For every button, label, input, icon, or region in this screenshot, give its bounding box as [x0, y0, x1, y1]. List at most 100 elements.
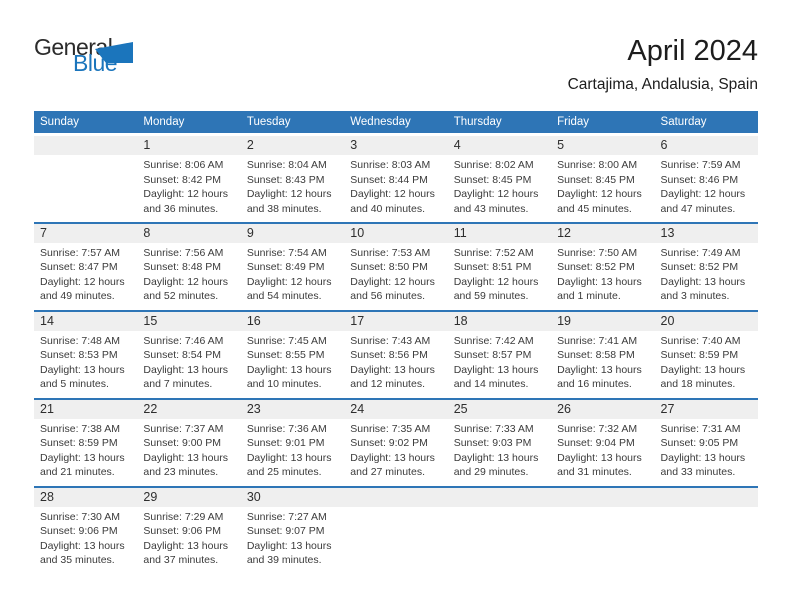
daylight-text: Daylight: 13 hours — [660, 451, 746, 464]
day-number: 24 — [344, 399, 448, 419]
daylight-text-cont: and 18 minutes. — [660, 378, 736, 391]
daylight-text: Daylight: 13 hours — [557, 363, 642, 376]
daylight-text: Daylight: 12 hours — [350, 275, 435, 288]
day-cell: 23 Sunrise: 7:36 AM Sunset: 9:01 PM Dayligh… — [240, 397, 345, 487]
daylight-text-cont: and 5 minutes. — [40, 378, 109, 391]
sunrise-text: Sunrise: 7:30 AM — [40, 510, 120, 523]
day-details: Sunrise: 7:52 AM Sunset: 8:51 PM Daylight:… — [448, 243, 551, 304]
day-number: 29 — [137, 487, 241, 507]
day-details: Sunrise: 7:54 AM Sunset: 8:49 PM Daylight:… — [241, 243, 344, 304]
week-row: 7 Sunrise: 7:57 AM Sunset: 8:47 PM Daylight… — [34, 221, 758, 311]
daylight-text: Daylight: 12 hours — [246, 275, 332, 288]
day-number: 18 — [447, 311, 552, 331]
sunset-text: Sunset: 8:53 PM — [40, 349, 118, 362]
daylight-text: Daylight: 13 hours — [40, 539, 125, 552]
sunset-text: Sunset: 9:02 PM — [350, 437, 428, 450]
day-number: 15 — [137, 311, 241, 331]
empty-day-cell — [447, 485, 552, 575]
daylight-text: Daylight: 12 hours — [660, 188, 746, 201]
day-cell: 21 Sunrise: 7:38 AM Sunset: 8:59 PM Dayligh… — [34, 397, 138, 487]
daylight-text-cont: and 25 minutes. — [246, 466, 322, 479]
daylight-text: Daylight: 12 hours — [350, 188, 435, 201]
daylight-text: Daylight: 12 hours — [557, 188, 642, 201]
daylight-text-cont: and 10 minutes. — [246, 378, 322, 391]
day-cell: 15 Sunrise: 7:46 AM Sunset: 8:54 PM Dayligh… — [137, 309, 241, 399]
day-cell: 14 Sunrise: 7:48 AM Sunset: 8:53 PM Dayligh… — [34, 309, 138, 399]
day-number: 3 — [344, 136, 448, 155]
day-cell: 19 Sunrise: 7:41 AM Sunset: 8:58 PM Dayligh… — [551, 309, 655, 399]
daylight-text: Daylight: 13 hours — [660, 363, 746, 376]
sunset-text: Sunset: 8:55 PM — [246, 349, 325, 362]
day-number — [34, 136, 138, 155]
day-details: Sunrise: 7:27 AM Sunset: 9:07 PM Daylight:… — [241, 507, 344, 568]
day-cell: 10 Sunrise: 7:53 AM Sunset: 8:50 PM Dayligh… — [344, 221, 448, 311]
day-number: 12 — [551, 223, 655, 243]
daylight-text-cont: and 29 minutes. — [453, 466, 529, 479]
day-number: 7 — [34, 223, 138, 243]
sunset-text: Sunset: 9:04 PM — [557, 437, 635, 450]
day-details: Sunrise: 7:46 AM Sunset: 8:54 PM Daylight:… — [137, 331, 240, 392]
day-number: 10 — [344, 223, 448, 243]
sunset-text: Sunset: 8:52 PM — [557, 261, 635, 274]
daylight-text-cont: and 35 minutes. — [40, 554, 115, 567]
sunset-text: Sunset: 8:58 PM — [557, 349, 635, 362]
sunset-text: Sunset: 8:43 PM — [246, 173, 325, 186]
general-blue-logo: General Blue — [34, 36, 174, 75]
daylight-text: Daylight: 13 hours — [246, 539, 332, 552]
sunrise-text: Sunrise: 7:31 AM — [660, 422, 741, 435]
day-cell: 28 Sunrise: 7:30 AM Sunset: 9:06 PM Dayligh… — [34, 485, 138, 575]
sunset-text: Sunset: 9:01 PM — [246, 437, 325, 450]
sunset-text: Sunset: 8:42 PM — [143, 173, 222, 186]
day-cell: 24 Sunrise: 7:35 AM Sunset: 9:02 PM Dayligh… — [344, 397, 448, 487]
daylight-text-cont: and 21 minutes. — [40, 466, 115, 479]
day-details: Sunrise: 8:02 AM Sunset: 8:45 PM Daylight:… — [448, 155, 551, 216]
sunrise-text: Sunrise: 7:49 AM — [660, 246, 741, 259]
day-details: Sunrise: 7:45 AM Sunset: 8:55 PM Daylight:… — [241, 331, 344, 392]
sunrise-text: Sunrise: 7:56 AM — [143, 246, 224, 259]
day-number: 6 — [654, 136, 758, 155]
sunrise-text: Sunrise: 7:40 AM — [660, 334, 741, 347]
day-number: 5 — [551, 136, 655, 155]
daylight-text-cont: and 31 minutes. — [557, 466, 632, 479]
sunrise-text: Sunrise: 7:33 AM — [453, 422, 534, 435]
day-cell: 11 Sunrise: 7:52 AM Sunset: 8:51 PM Dayligh… — [447, 221, 552, 311]
sunset-text: Sunset: 8:57 PM — [453, 349, 532, 362]
sunset-text: Sunset: 8:45 PM — [453, 173, 532, 186]
day-number: 25 — [447, 399, 552, 419]
day-details: Sunrise: 7:29 AM Sunset: 9:06 PM Daylight:… — [137, 507, 240, 568]
daylight-text: Daylight: 13 hours — [40, 363, 125, 376]
sunset-text: Sunset: 8:51 PM — [453, 261, 532, 274]
day-details: Sunrise: 7:35 AM Sunset: 9:02 PM Daylight:… — [344, 419, 447, 480]
day-details: Sunrise: 7:37 AM Sunset: 9:00 PM Daylight:… — [137, 419, 240, 480]
weekday-header-wednesday: Wednesday — [344, 111, 448, 135]
daylight-text-cont: and 3 minutes. — [660, 290, 730, 303]
daylight-text-cont: and 40 minutes. — [350, 202, 425, 215]
daylight-text: Daylight: 13 hours — [350, 363, 435, 376]
day-number — [447, 487, 552, 507]
sunset-text: Sunset: 8:56 PM — [350, 349, 428, 362]
day-cell: 30 Sunrise: 7:27 AM Sunset: 9:07 PM Dayligh… — [240, 485, 345, 575]
day-details: Sunrise: 7:59 AM Sunset: 8:46 PM Daylight:… — [655, 155, 758, 216]
day-number: 16 — [240, 311, 345, 331]
empty-day-cell — [344, 485, 448, 575]
day-number: 13 — [654, 223, 758, 243]
daylight-text: Daylight: 13 hours — [40, 451, 125, 464]
sunrise-text: Sunrise: 7:35 AM — [350, 422, 431, 435]
sunrise-text: Sunrise: 7:32 AM — [557, 422, 638, 435]
sunset-text: Sunset: 8:45 PM — [557, 173, 635, 186]
calendar-body: 1 Sunrise: 8:06 AM Sunset: 8:42 PM Daylight… — [34, 133, 758, 575]
sunrise-text: Sunrise: 7:54 AM — [246, 246, 327, 259]
daylight-text: Daylight: 13 hours — [246, 451, 332, 464]
daylight-text-cont: and 52 minutes. — [143, 290, 219, 303]
sunrise-text: Sunrise: 8:06 AM — [143, 159, 224, 171]
sunrise-text: Sunrise: 7:46 AM — [143, 334, 224, 347]
sunset-text: Sunset: 8:48 PM — [143, 261, 222, 274]
day-cell: 13 Sunrise: 7:49 AM Sunset: 8:52 PM Dayligh… — [654, 221, 758, 311]
sunrise-text: Sunrise: 7:43 AM — [350, 334, 431, 347]
sunrise-text: Sunrise: 7:29 AM — [143, 510, 224, 523]
day-cell: 2 Sunrise: 8:04 AM Sunset: 8:43 PM Daylight… — [240, 133, 345, 223]
day-details: Sunrise: 7:56 AM Sunset: 8:48 PM Daylight:… — [137, 243, 240, 304]
day-details: Sunrise: 7:36 AM Sunset: 9:01 PM Daylight:… — [241, 419, 344, 480]
daylight-text-cont: and 49 minutes. — [40, 290, 115, 303]
